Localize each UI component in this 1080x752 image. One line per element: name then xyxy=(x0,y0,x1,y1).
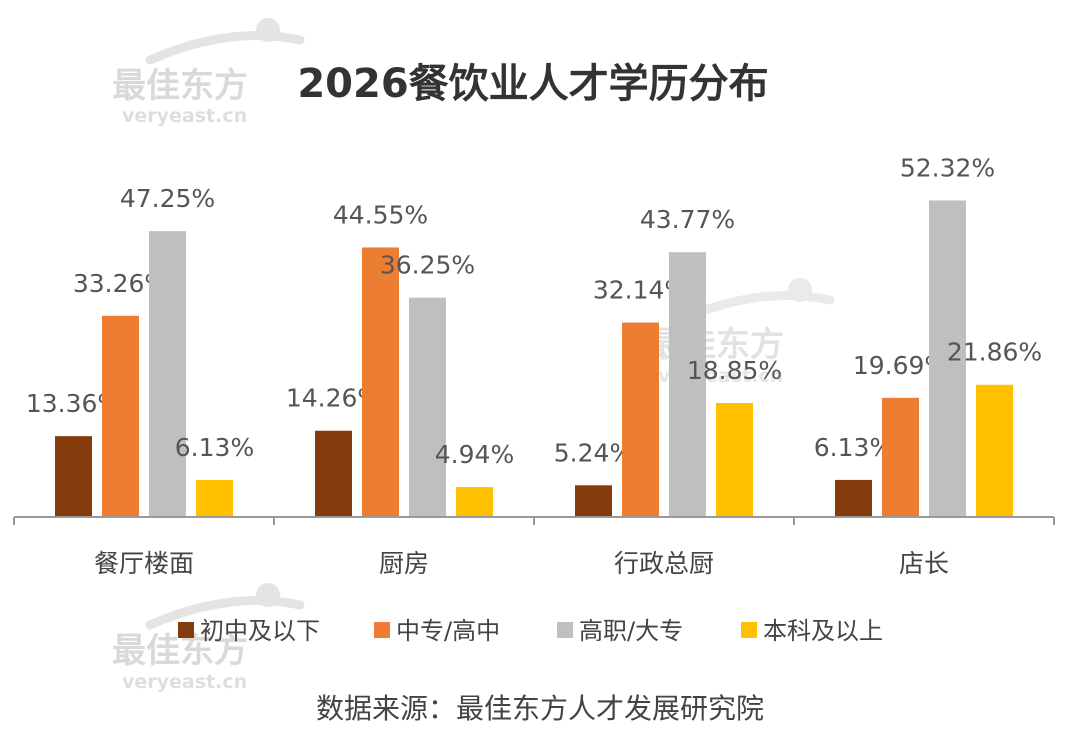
data-label: 6.13% xyxy=(814,433,893,462)
legend-swatch xyxy=(178,622,194,638)
watermark-brand: 最佳东方 xyxy=(112,66,248,106)
category-label: 餐厅楼面 xyxy=(94,549,194,578)
data-label: 44.55% xyxy=(333,200,428,229)
bar xyxy=(976,384,1013,517)
watermark-bottom-left: 最佳东方 veryeast.cn xyxy=(112,583,305,693)
category-label: 行政总厨 xyxy=(614,549,714,578)
bar xyxy=(55,436,92,517)
bar xyxy=(149,231,186,517)
bar xyxy=(669,252,706,517)
bar xyxy=(409,297,446,517)
category-label: 厨房 xyxy=(379,549,429,578)
legend-label: 本科及以上 xyxy=(763,617,883,645)
bar xyxy=(102,315,139,517)
bar xyxy=(456,487,493,517)
watermark-top-left: 最佳东方 veryeast.cn xyxy=(112,18,305,127)
bar xyxy=(882,397,919,517)
watermark-url: veryeast.cn xyxy=(122,671,247,693)
data-label: 18.85% xyxy=(687,356,782,385)
legend-label: 高职/大专 xyxy=(579,617,683,645)
bar xyxy=(362,247,399,517)
bar xyxy=(315,430,352,517)
bar xyxy=(575,485,612,517)
data-label: 5.24% xyxy=(554,438,633,467)
data-label: 4.94% xyxy=(435,440,514,469)
legend-label: 初中及以下 xyxy=(200,617,320,645)
data-label: 21.86% xyxy=(947,338,1042,367)
bar xyxy=(196,479,233,517)
data-label: 36.25% xyxy=(380,251,475,280)
data-source: 数据来源：最佳东方人才发展研究院 xyxy=(316,692,764,725)
data-label: 6.13% xyxy=(175,433,254,462)
data-label: 52.32% xyxy=(900,153,995,182)
legend-label: 中专/高中 xyxy=(396,617,500,645)
legend: 初中及以下 中专/高中 高职/大专 本科及以上 xyxy=(178,617,883,645)
bar xyxy=(622,322,659,517)
bar xyxy=(716,402,753,517)
chart-title: 2026餐饮业人才学历分布 xyxy=(297,61,768,107)
legend-swatch xyxy=(374,622,390,638)
data-label: 47.25% xyxy=(120,184,215,213)
legend-swatch xyxy=(741,622,757,638)
legend-swatch xyxy=(557,622,573,638)
watermark-url: veryeast.cn xyxy=(122,105,247,127)
data-label: 43.77% xyxy=(640,205,735,234)
bar xyxy=(835,479,872,517)
plot-area: 餐厅楼面13.36%33.26%47.25%6.13%厨房14.26%44.55… xyxy=(13,153,1055,578)
bar xyxy=(929,200,966,518)
category-label: 店长 xyxy=(899,549,949,578)
